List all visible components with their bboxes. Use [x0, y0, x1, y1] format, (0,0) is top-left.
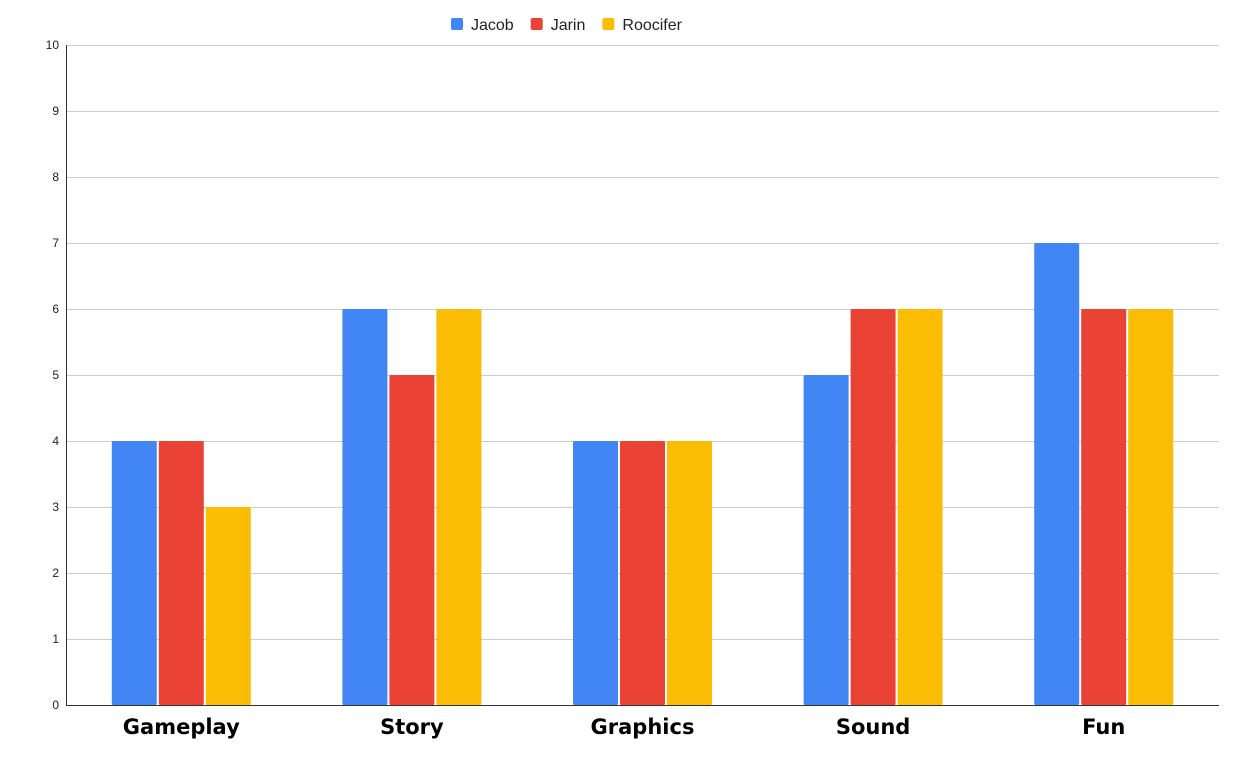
legend-item-jarin[interactable]: Jarin: [530, 17, 586, 34]
legend-item-jacob[interactable]: Jacob: [451, 17, 514, 34]
bar-jacob-sound: [803, 375, 849, 705]
y-tick-label: 1: [52, 632, 59, 646]
chart-bars: [111, 243, 1174, 705]
bar-jarin-graphics: [620, 441, 665, 705]
legend-item-roocifer[interactable]: Roocifer: [602, 17, 683, 34]
legend-label: Roocifer: [622, 17, 682, 34]
y-tick-label: 0: [52, 698, 59, 712]
y-tick-label: 6: [52, 302, 59, 316]
x-tick-label: Sound: [836, 715, 910, 739]
chart-legend: Jacob Jarin Roocifer: [451, 17, 683, 34]
legend-swatch: [602, 18, 615, 30]
y-tick-label: 4: [52, 434, 59, 448]
legend-label: Jarin: [551, 17, 586, 34]
y-tick-label: 3: [52, 500, 59, 514]
legend-swatch: [530, 18, 543, 30]
chart-gridlines: [66, 45, 1219, 640]
bar-jarin-gameplay: [158, 441, 204, 705]
x-tick-label: Fun: [1082, 715, 1125, 739]
x-tick-label: Graphics: [591, 715, 695, 739]
x-tick-label: Story: [380, 715, 444, 739]
y-tick-label: 2: [52, 566, 59, 580]
y-axis-ticks: 0 1 2 3 4 5 6 7 8 9 10: [46, 38, 60, 712]
bar-jarin-story: [389, 375, 435, 705]
legend-label: Jacob: [471, 17, 514, 34]
bar-roocifer-story: [436, 309, 482, 705]
bar-jarin-sound: [850, 309, 896, 705]
bar-roocifer-graphics: [667, 441, 712, 705]
legend-swatch: [451, 18, 463, 30]
x-axis-ticks: Gameplay Story Graphics Sound Fun: [123, 715, 1125, 739]
y-tick-label: 8: [52, 170, 59, 184]
x-tick-label: Gameplay: [123, 715, 240, 739]
chart-axes: [66, 45, 1219, 706]
bar-jacob-story: [342, 309, 388, 705]
bar-roocifer-gameplay: [205, 507, 251, 705]
bar-jacob-graphics: [573, 441, 618, 705]
y-tick-label: 7: [52, 236, 59, 250]
bar-roocifer-sound: [897, 309, 943, 705]
bar-jarin-fun: [1081, 309, 1127, 705]
bar-jacob-fun: [1034, 243, 1080, 705]
y-tick-label: 10: [46, 38, 60, 52]
y-tick-label: 9: [52, 104, 59, 118]
bar-jacob-gameplay: [111, 441, 157, 705]
bar-roocifer-fun: [1128, 309, 1174, 705]
y-tick-label: 5: [52, 368, 59, 382]
